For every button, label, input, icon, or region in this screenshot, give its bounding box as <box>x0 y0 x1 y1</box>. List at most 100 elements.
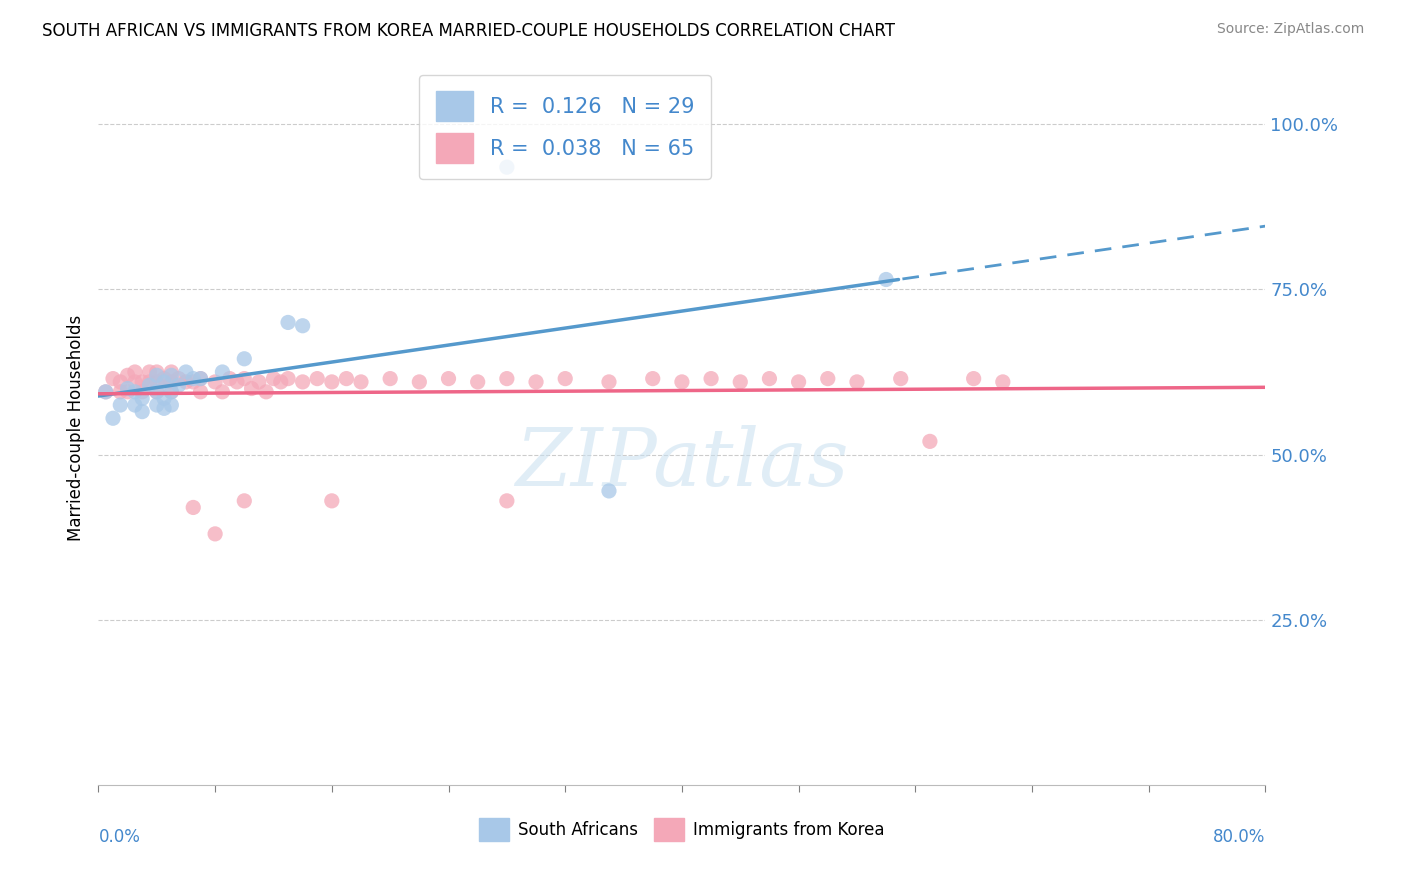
Point <box>233 351 256 366</box>
Point <box>160 368 183 383</box>
Point <box>181 371 204 385</box>
Point <box>233 493 256 508</box>
Point <box>918 434 941 449</box>
Point <box>117 368 139 383</box>
Point <box>350 375 373 389</box>
Point <box>641 371 664 385</box>
Point <box>291 375 314 389</box>
Point <box>124 384 146 399</box>
Point <box>598 375 620 389</box>
Point <box>730 375 752 389</box>
Text: 0.0%: 0.0% <box>98 828 141 846</box>
Point <box>138 365 160 379</box>
Point <box>270 375 292 389</box>
Point <box>94 384 117 399</box>
Point <box>160 384 183 399</box>
Point <box>408 375 430 389</box>
Point <box>181 375 204 389</box>
Point <box>204 375 226 389</box>
Point <box>554 371 576 385</box>
Point <box>496 493 519 508</box>
Point <box>146 368 169 383</box>
Point <box>153 375 176 389</box>
Point <box>204 527 226 541</box>
Point <box>167 378 190 392</box>
Point <box>437 371 460 385</box>
Point <box>153 392 176 406</box>
Point <box>262 371 284 385</box>
Point <box>233 371 256 385</box>
Point <box>138 378 160 392</box>
Point <box>211 365 233 379</box>
Point <box>146 365 169 379</box>
Point <box>131 392 153 406</box>
Point <box>153 401 176 416</box>
Point <box>226 375 249 389</box>
Point <box>190 384 212 399</box>
Point <box>598 483 620 498</box>
Point <box>146 384 169 399</box>
Point <box>131 404 153 418</box>
Point <box>321 493 343 508</box>
Point <box>524 375 547 389</box>
Point <box>167 371 190 385</box>
Point <box>321 375 343 389</box>
Point <box>146 384 169 399</box>
Point <box>174 375 197 389</box>
Point <box>190 371 212 385</box>
Point <box>94 384 117 399</box>
Point <box>991 375 1014 389</box>
Point <box>218 371 240 385</box>
Point <box>110 384 132 399</box>
Point <box>890 371 912 385</box>
Point <box>277 315 299 329</box>
Point <box>254 384 277 399</box>
Point <box>817 371 839 385</box>
Point <box>671 375 693 389</box>
Point <box>160 375 183 389</box>
Point <box>101 411 124 425</box>
Point <box>181 500 204 515</box>
Point <box>146 375 169 389</box>
Point <box>110 375 132 389</box>
Point <box>467 375 489 389</box>
Point <box>240 382 263 396</box>
Point <box>160 365 183 379</box>
Point <box>131 384 153 399</box>
Point <box>153 371 176 385</box>
Point <box>291 318 314 333</box>
Point <box>101 371 124 385</box>
Text: SOUTH AFRICAN VS IMMIGRANTS FROM KOREA MARRIED-COUPLE HOUSEHOLDS CORRELATION CHA: SOUTH AFRICAN VS IMMIGRANTS FROM KOREA M… <box>42 22 896 40</box>
Point <box>124 365 146 379</box>
Point <box>117 382 139 396</box>
Point <box>962 371 984 385</box>
Point <box>700 371 723 385</box>
Legend: South Africans, Immigrants from Korea: South Africans, Immigrants from Korea <box>472 811 891 848</box>
Point <box>496 371 519 385</box>
Point <box>307 371 329 385</box>
Point <box>247 375 270 389</box>
Point <box>277 371 299 385</box>
Y-axis label: Married-couple Households: Married-couple Households <box>66 315 84 541</box>
Text: ZIPatlas: ZIPatlas <box>515 425 849 502</box>
Point <box>335 371 357 385</box>
Point <box>110 398 132 412</box>
Point <box>160 398 183 412</box>
Point <box>174 365 197 379</box>
Point <box>190 371 212 385</box>
Point <box>875 272 897 286</box>
Text: Source: ZipAtlas.com: Source: ZipAtlas.com <box>1216 22 1364 37</box>
Point <box>758 371 780 385</box>
Point <box>124 375 146 389</box>
Point <box>146 398 169 412</box>
Point <box>787 375 810 389</box>
Point <box>131 375 153 389</box>
Point <box>380 371 402 385</box>
Point <box>117 384 139 399</box>
Point <box>211 384 233 399</box>
Point <box>496 160 519 174</box>
Point <box>138 375 160 389</box>
Point <box>160 384 183 399</box>
Point <box>846 375 869 389</box>
Point <box>124 398 146 412</box>
